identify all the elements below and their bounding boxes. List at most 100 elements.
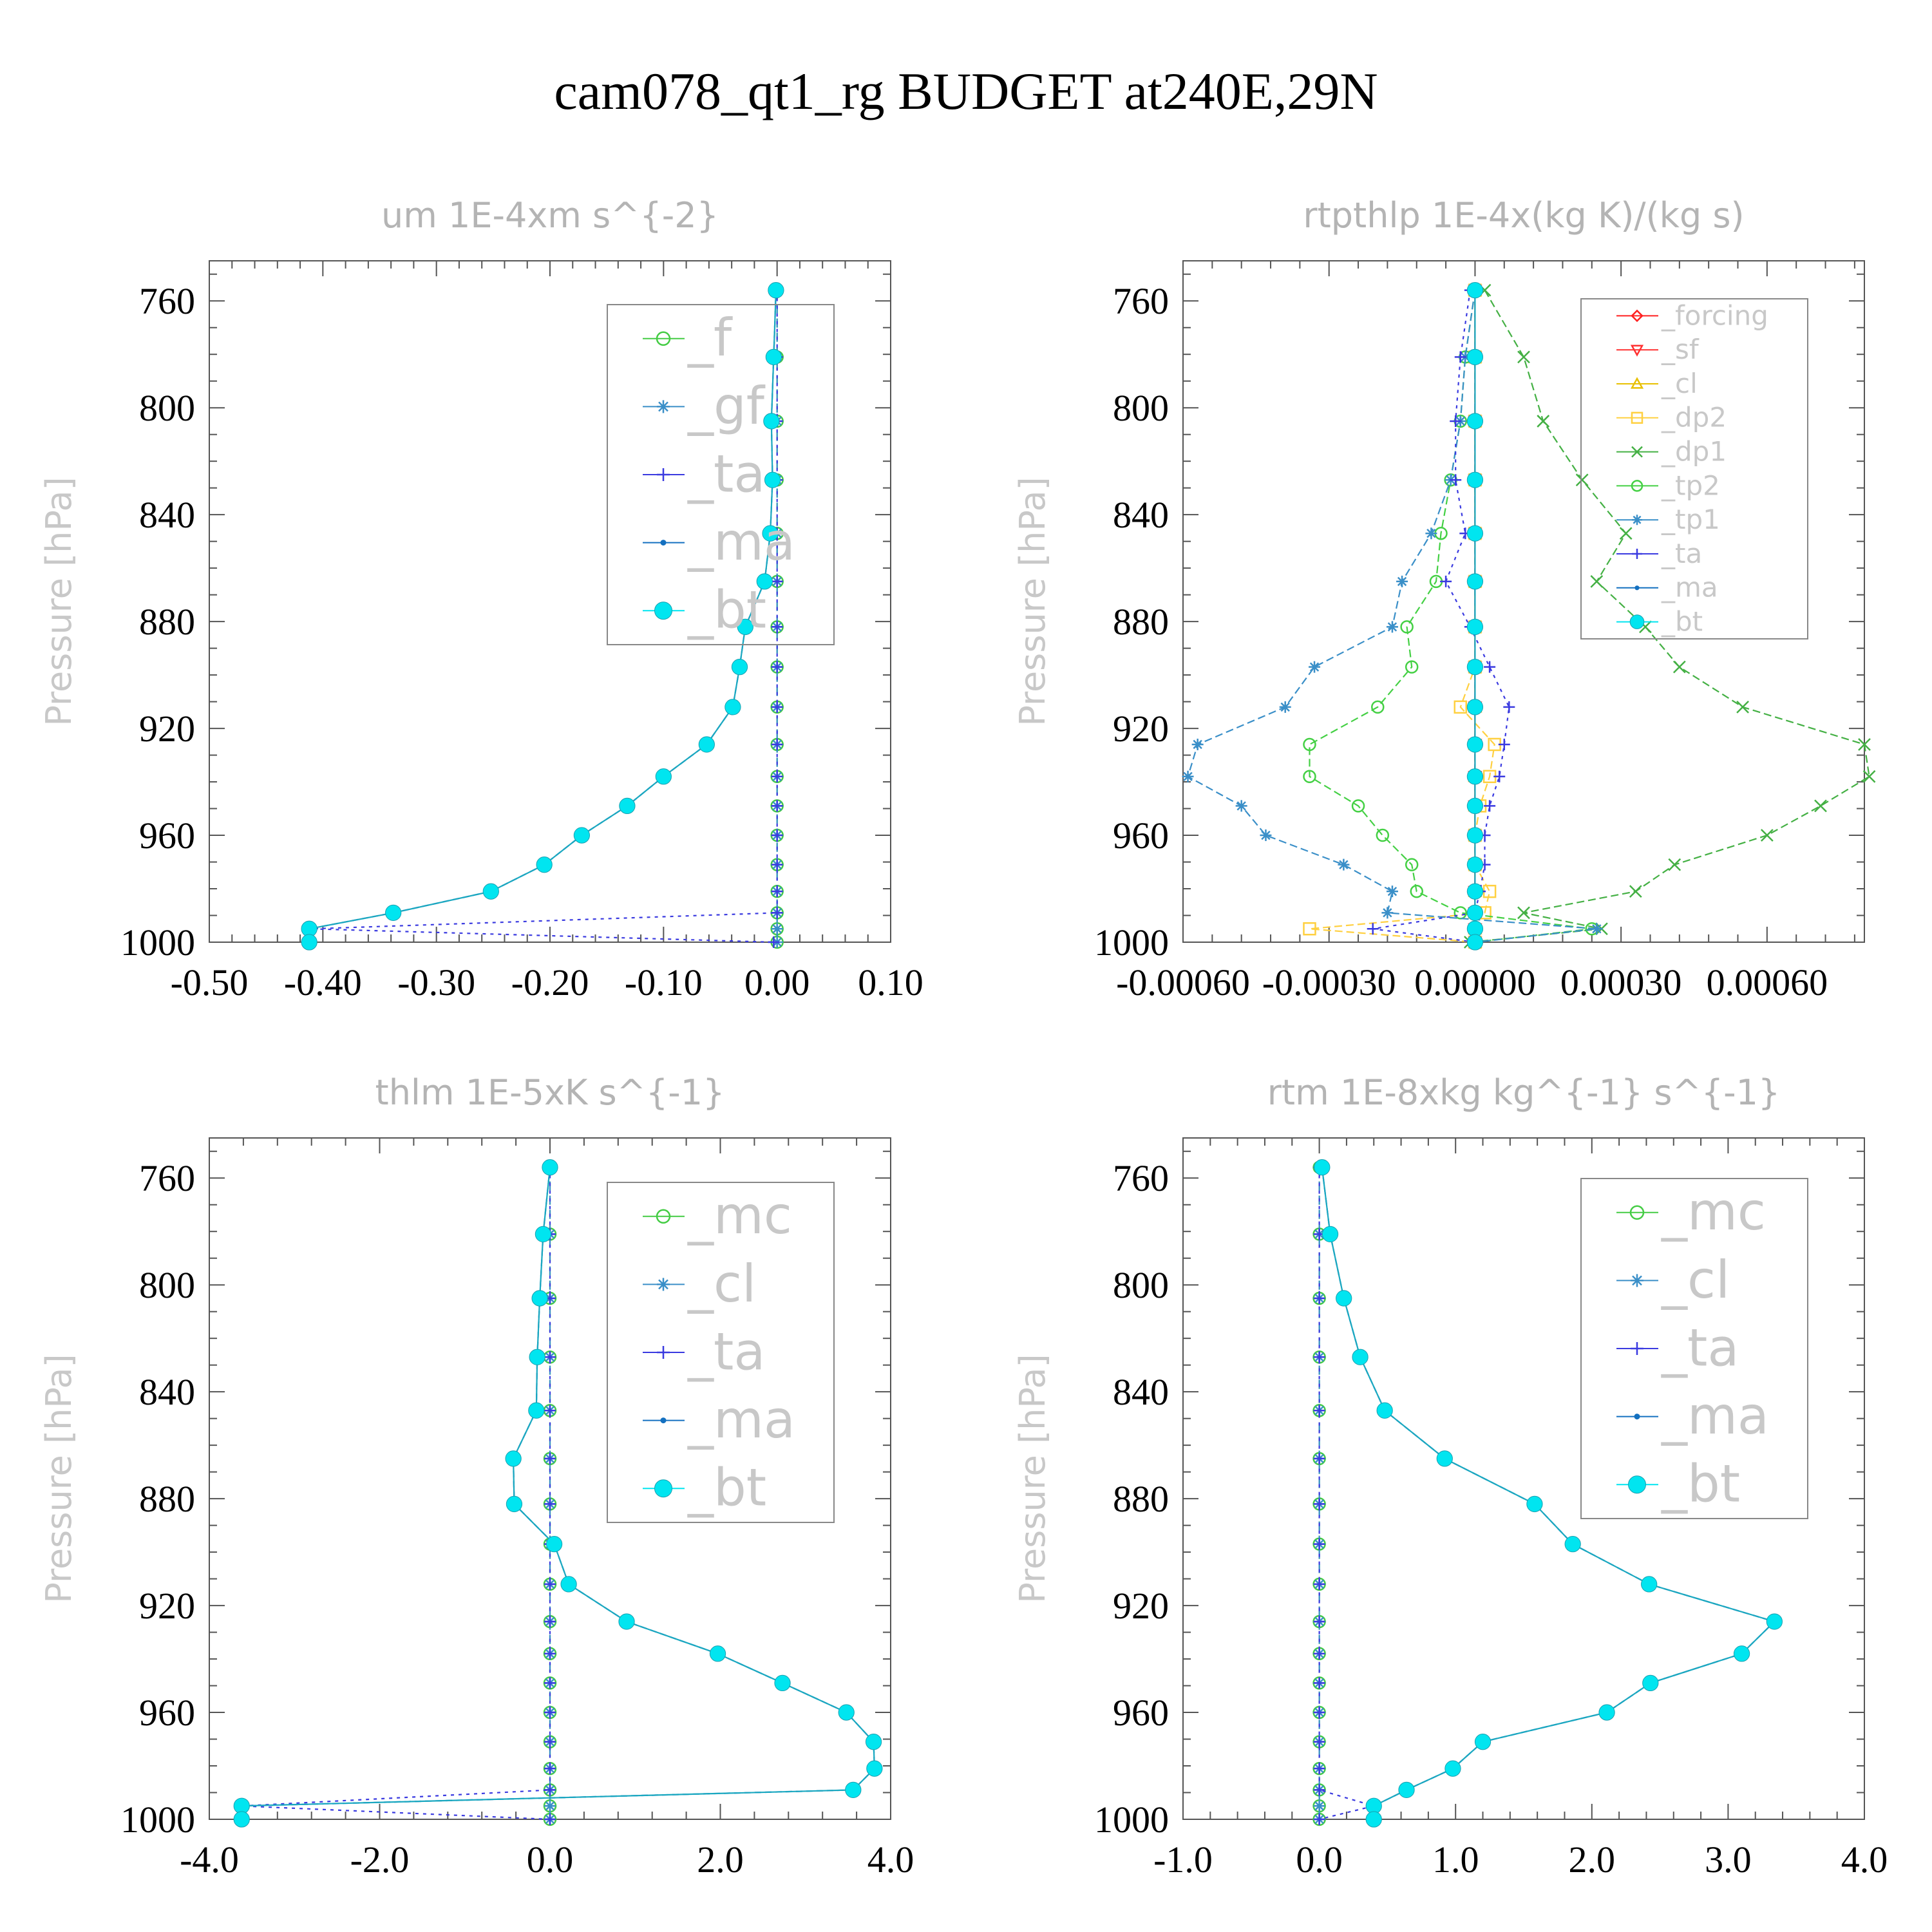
legend-marker	[1631, 480, 1643, 492]
legend-marker	[1630, 377, 1644, 389]
legend-label: _bt	[1661, 1454, 1740, 1514]
data-point-dp1	[1590, 574, 1604, 588]
legend-marker	[654, 1479, 672, 1498]
data-point-bt	[1398, 1781, 1415, 1799]
legend-box	[607, 304, 835, 645]
y-tick-label: 880	[139, 601, 195, 643]
y-tick-label: 840	[139, 494, 195, 536]
data-point-ta	[1454, 351, 1466, 363]
data-point-dp1	[1672, 660, 1686, 674]
data-point-bt	[838, 1704, 855, 1721]
data-point-ta	[1450, 474, 1462, 486]
data-point-ta	[1313, 1763, 1325, 1775]
data-point-ta	[544, 1452, 556, 1464]
data-point-ta	[1313, 1452, 1325, 1464]
legend-box	[1580, 1178, 1808, 1519]
legend-marker	[1631, 1274, 1643, 1287]
data-point-bt	[1766, 1613, 1783, 1630]
legend-label: _gf	[687, 376, 766, 436]
plot-frame	[1182, 1137, 1865, 1820]
data-point-bt	[505, 1450, 522, 1467]
data-point-ta	[544, 1351, 556, 1363]
legend-marker	[1631, 412, 1643, 424]
legend-label: _ma	[687, 512, 795, 572]
y-tick-label: 840	[139, 1371, 195, 1413]
x-tick-label: -0.50	[171, 961, 249, 1003]
data-point-ta	[771, 661, 783, 673]
legend-marker	[656, 1209, 671, 1224]
x-tick-label: 2.0	[697, 1839, 744, 1880]
y-tick-label: 960	[1113, 815, 1169, 857]
x-tick-label: 4.0	[867, 1839, 914, 1880]
x-tick-label: -0.20	[511, 961, 589, 1003]
data-point-bt	[724, 699, 741, 715]
data-point-bt	[1526, 1495, 1543, 1513]
legend-marker	[654, 601, 672, 620]
y-axis-label: Pressure [hPa]	[1012, 1354, 1053, 1603]
panel-rtpthlp: rtpthlp 1E-4x(kg K)/(kg s) Pressure [hPa]…	[1012, 195, 1876, 1003]
legend-marker	[1634, 1414, 1640, 1420]
legend-label: _ta	[1661, 1318, 1739, 1378]
data-point-bt	[1641, 1576, 1658, 1593]
data-point-ta	[544, 1647, 556, 1660]
x-tick-label: -0.00060	[1116, 961, 1250, 1003]
data-point-ta	[544, 1578, 556, 1590]
data-point-ta	[1313, 1538, 1325, 1550]
data-point-dp1	[1858, 738, 1871, 751]
data-point-bt	[1321, 1226, 1339, 1243]
data-point-bt	[528, 1402, 545, 1419]
data-point-bt	[1352, 1349, 1368, 1365]
data-point-ta	[1313, 1498, 1325, 1510]
data-point-tp1	[1425, 527, 1437, 540]
data-point-ta	[771, 858, 783, 871]
data-point-tp1	[1260, 829, 1272, 842]
data-point-tp2	[1371, 700, 1385, 714]
legend-label: _tp1	[1661, 504, 1720, 535]
data-point-bt	[1642, 1674, 1659, 1692]
data-point-bt	[1598, 1704, 1615, 1721]
data-point-bt	[768, 281, 784, 299]
y-tick-label: 840	[1113, 494, 1169, 536]
legend-label: _ma	[687, 1390, 795, 1450]
data-point-bt	[1376, 1402, 1393, 1419]
panel-title: rtm 1E-8xkg kg^{-1} s^{-1}	[1267, 1072, 1781, 1113]
data-point-tp1	[1386, 886, 1398, 898]
panel-title: thlm 1E-5xK s^{-1}	[375, 1072, 725, 1113]
data-point-bt	[1564, 1536, 1581, 1553]
x-tick-label: 1.0	[1432, 1839, 1479, 1880]
legend-label: _bt	[687, 1458, 766, 1518]
panel-um: um 1E-4xm s^{-2} Pressure [hPa] 760 800 840 8…	[39, 195, 923, 1003]
data-point-bt	[1466, 827, 1484, 844]
series-line-dp2	[1309, 290, 1495, 943]
data-point-ta	[544, 1763, 556, 1775]
data-point-ta	[771, 770, 783, 782]
y-tick-label: 760	[139, 1157, 195, 1199]
y-tick-label: 880	[1113, 601, 1169, 643]
data-point-bt	[731, 659, 748, 676]
panel-rtm: rtm 1E-8xkg kg^{-1} s^{-1} Pressure [hPa]…	[1012, 1072, 1888, 1880]
legend-marker	[657, 1346, 670, 1359]
y-axis-label: Pressure [hPa]	[39, 1354, 79, 1603]
y-axis-label: Pressure [hPa]	[39, 477, 79, 726]
data-point-dp2	[1303, 922, 1316, 936]
x-tick-label: 0.00030	[1560, 961, 1682, 1003]
legend-label: _mc	[1661, 1182, 1766, 1242]
figure-title: cam078_qt1_rg BUDGET at240E,29N	[554, 62, 1378, 120]
x-tick-label: 4.0	[1841, 1839, 1888, 1880]
panel-title: rtpthlp 1E-4x(kg K)/(kg s)	[1303, 195, 1744, 236]
data-point-ta	[771, 886, 783, 898]
x-tick-label: -0.10	[625, 961, 703, 1003]
data-point-bt	[1314, 1159, 1331, 1176]
data-point-bt	[756, 573, 773, 590]
data-point-tp2	[1303, 737, 1316, 752]
y-tick-label: 960	[139, 1692, 195, 1734]
legend-marker	[657, 1278, 670, 1291]
y-tick-label: 920	[1113, 1585, 1169, 1627]
y-tick-label: 800	[1113, 387, 1169, 429]
data-point-tp2	[1405, 858, 1419, 871]
series-line-ma	[241, 1167, 876, 1819]
legend-box	[607, 1182, 835, 1523]
data-point-ta	[1313, 1615, 1325, 1627]
data-point-ta	[544, 1784, 556, 1796]
data-point-bt	[573, 827, 591, 844]
